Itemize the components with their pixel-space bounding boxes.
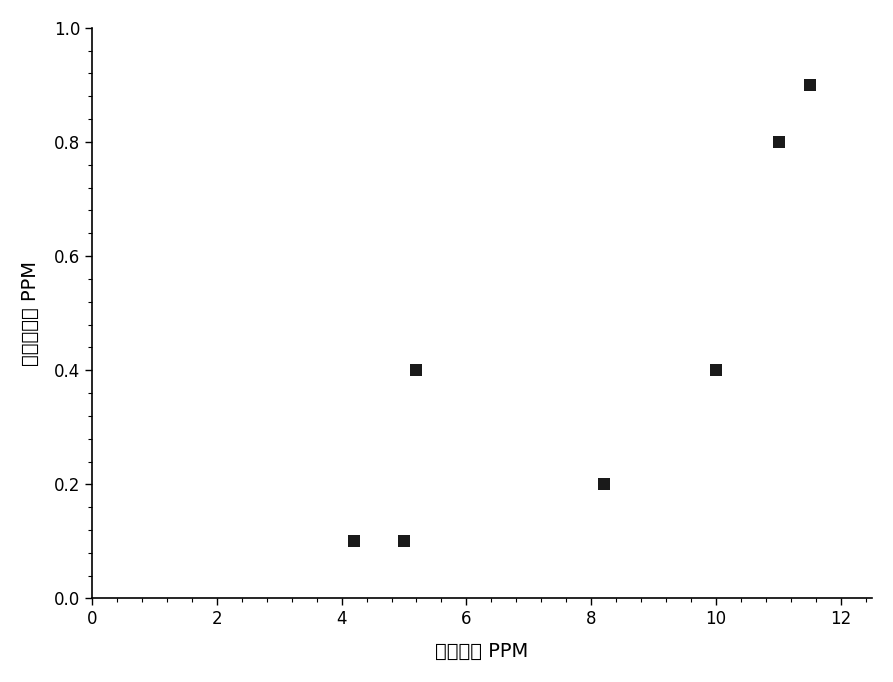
Point (709, 365, 723, 376)
Point (396, 536, 411, 547)
Point (409, 365, 423, 376)
Y-axis label: 净化后浓度 PPM: 净化后浓度 PPM (21, 261, 40, 366)
Point (346, 536, 361, 547)
X-axis label: 初始浓度 PPM: 初始浓度 PPM (436, 642, 529, 661)
Point (597, 479, 611, 490)
Point (772, 136, 786, 147)
Point (803, 79, 817, 90)
